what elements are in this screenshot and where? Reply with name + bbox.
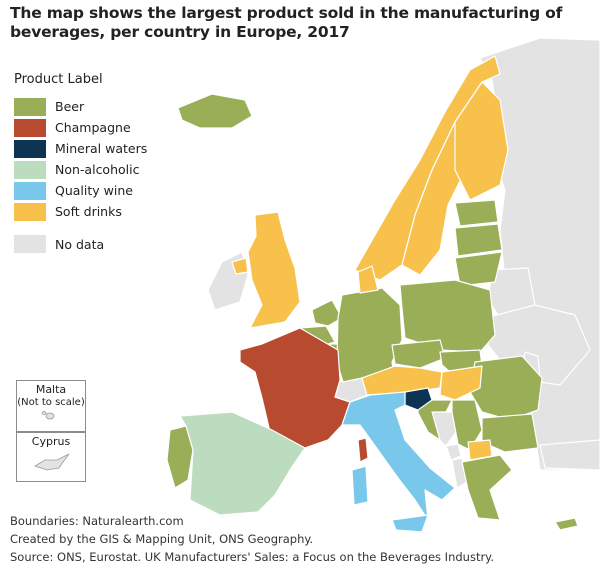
legend-heading: Product Label <box>14 72 103 87</box>
legend-label: Quality wine <box>55 183 133 198</box>
legend-label: No data <box>55 236 105 252</box>
map-title: The map shows the largest product sold i… <box>10 4 563 41</box>
malta-inset: Malta (Not to scale) <box>16 380 86 432</box>
country-sicily <box>391 514 429 533</box>
legend-item-no-data: No data <box>14 235 104 253</box>
footer-source: Source: ONS, Eurostat. UK Manufacturers'… <box>10 550 494 564</box>
country-corsica <box>357 437 369 463</box>
legend-swatch <box>14 97 46 116</box>
footer-boundaries: Boundaries: Naturalearth.com <box>10 514 184 528</box>
legend-swatch <box>14 139 46 158</box>
country-northern-ireland <box>231 257 249 275</box>
country-uk <box>247 211 301 329</box>
legend-item-champagne: Champagne <box>14 117 147 138</box>
country-estonia <box>454 199 499 227</box>
malta-inset-title: Malta <box>35 383 67 396</box>
country-lithuania <box>454 251 503 287</box>
malta-inset-note: (Not to scale) <box>17 397 85 408</box>
legend-label: Soft drinks <box>55 204 122 219</box>
legend-item-beer: Beer <box>14 96 147 117</box>
legend-item-quality-wine: Quality wine <box>14 180 147 201</box>
legend-item-soft-drinks: Soft drinks <box>14 201 147 222</box>
gozo-island <box>41 411 47 415</box>
cyprus-shape <box>34 453 70 471</box>
legend: Product Label Beer Champagne Mineral wat… <box>14 72 147 222</box>
malta-shape <box>41 411 55 420</box>
country-greece <box>461 454 513 521</box>
country-italy <box>341 391 456 521</box>
cyprus-island <box>34 453 70 471</box>
country-netherlands <box>311 299 343 327</box>
malta-island <box>45 412 55 420</box>
country-hungary <box>439 365 483 401</box>
country-sardinia <box>351 465 369 506</box>
legend-swatch <box>14 160 46 179</box>
legend-label: Champagne <box>55 120 131 135</box>
country-north-macedonia <box>467 439 493 461</box>
country-denmark <box>357 265 379 294</box>
cyprus-inset-title: Cyprus <box>31 435 71 448</box>
country-bulgaria <box>481 413 539 453</box>
legend-swatch <box>14 235 46 253</box>
country-poland <box>399 279 496 353</box>
legend-label: Mineral waters <box>55 141 148 156</box>
country-latvia <box>454 223 503 257</box>
footer-credit: Created by the GIS & Mapping Unit, ONS G… <box>10 532 314 546</box>
legend-swatch <box>14 202 46 221</box>
country-iceland <box>177 93 253 129</box>
legend-label: Non-alcoholic <box>55 162 140 177</box>
country-finland <box>454 81 509 201</box>
country-croatia <box>417 399 453 441</box>
legend-item-mineral-waters: Mineral waters <box>14 138 147 159</box>
country-czechia <box>391 339 446 369</box>
legend-label: Beer <box>55 99 85 114</box>
legend-swatch <box>14 181 46 200</box>
country-turkey <box>539 439 600 471</box>
country-spain <box>179 411 306 516</box>
legend-swatch <box>14 118 46 137</box>
country-montenegro <box>445 443 462 461</box>
country-cyprus-main <box>554 517 579 531</box>
legend-item-non-alcoholic: Non-alcoholic <box>14 159 147 180</box>
cyprus-inset: Cyprus <box>16 432 86 482</box>
